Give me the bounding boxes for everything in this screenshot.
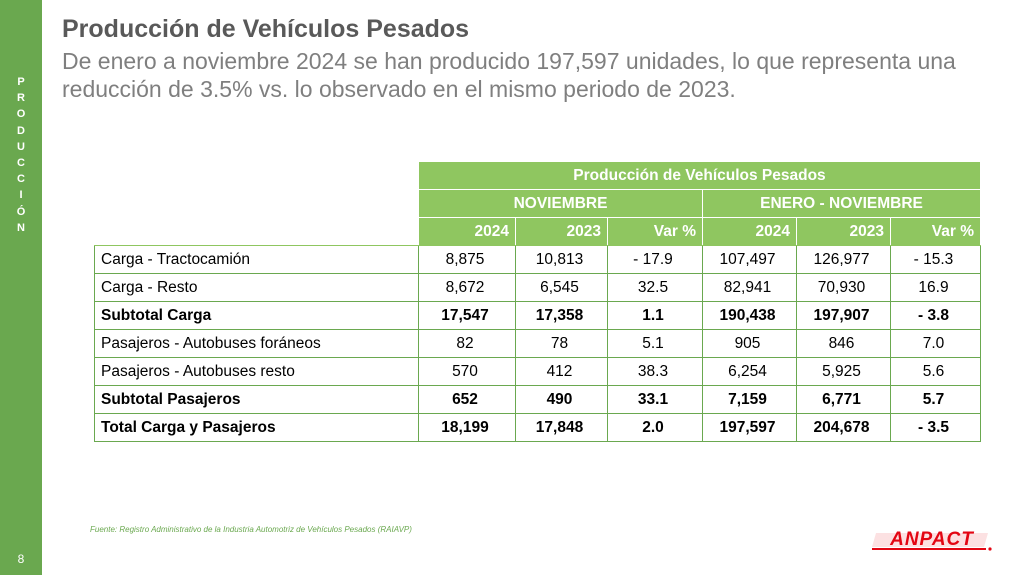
page-title: Producción de Vehículos Pesados xyxy=(62,15,470,43)
logo-text: ANPACT xyxy=(889,529,974,550)
section-label-letter: D xyxy=(17,124,25,137)
table-cell: 17,848 xyxy=(515,413,608,442)
group-header-noviembre: NOVIEMBRE xyxy=(418,189,703,218)
table-cell: 6,545 xyxy=(515,273,608,302)
section-label-letter: C xyxy=(17,173,25,186)
blank-header-cell xyxy=(94,161,419,190)
table-row: Subtotal Carga 17,547 17,358 1.1 190,438… xyxy=(94,301,981,330)
table-cell: 905 xyxy=(702,329,797,358)
row-label: Pasajeros - Autobuses foráneos xyxy=(94,329,419,358)
table-group-row: NOVIEMBRE ENERO - NOVIEMBRE xyxy=(94,189,981,218)
group-header-enero-noviembre: ENERO - NOVIEMBRE xyxy=(702,189,981,218)
column-header: 2024 xyxy=(418,217,516,246)
table-cell: 33.1 xyxy=(607,385,703,414)
sidebar: P R O D U C C I Ó N 8 xyxy=(0,0,42,575)
table-cell: 652 xyxy=(418,385,516,414)
blank-header-cell xyxy=(94,217,419,246)
column-header: 2024 xyxy=(702,217,797,246)
section-label-letter: N xyxy=(17,221,25,234)
table-cell: 6,254 xyxy=(702,357,797,386)
table-title: Producción de Vehículos Pesados xyxy=(418,161,981,190)
section-label-letter: I xyxy=(19,189,23,202)
section-label-letter: O xyxy=(16,108,26,121)
table-row: Total Carga y Pasajeros 18,199 17,848 2.… xyxy=(94,413,981,442)
row-label: Pasajeros - Autobuses resto xyxy=(94,357,419,386)
table-cell: 1.1 xyxy=(607,301,703,330)
page-subtitle: De enero a noviembre 2024 se han produci… xyxy=(62,48,956,102)
column-header: 2023 xyxy=(796,217,891,246)
table-cell: 32.5 xyxy=(607,273,703,302)
table-cell: 17,547 xyxy=(418,301,516,330)
row-label: Subtotal Pasajeros xyxy=(94,385,419,414)
production-table: Producción de Vehículos Pesados NOVIEMBR… xyxy=(94,161,981,442)
column-header: Var % xyxy=(890,217,981,246)
section-label-letter: P xyxy=(17,76,25,88)
table-cell: 82,941 xyxy=(702,273,797,302)
table-cell: 570 xyxy=(418,357,516,386)
table-row: Pasajeros - Autobuses resto 570 412 38.3… xyxy=(94,357,981,386)
table-column-row: 2024 2023 Var % 2024 2023 Var % xyxy=(94,217,981,246)
table-cell: 6,771 xyxy=(796,385,891,414)
table-cell: 5.1 xyxy=(607,329,703,358)
table-cell: 412 xyxy=(515,357,608,386)
table-cell: 490 xyxy=(515,385,608,414)
table-row: Pasajeros - Autobuses foráneos 82 78 5.1… xyxy=(94,329,981,358)
table-cell: - 3.5 xyxy=(890,413,981,442)
section-label-letter: C xyxy=(17,156,25,169)
table-cell: 16.9 xyxy=(890,273,981,302)
table-cell: 7,159 xyxy=(702,385,797,414)
table-cell: 8,875 xyxy=(418,245,516,274)
table-cell: 18,199 xyxy=(418,413,516,442)
column-header: 2023 xyxy=(515,217,608,246)
table-cell: 2.0 xyxy=(607,413,703,442)
table-cell: 190,438 xyxy=(702,301,797,330)
row-label: Carga - Tractocamión xyxy=(94,245,419,274)
row-label: Subtotal Carga xyxy=(94,301,419,330)
table-cell: - 15.3 xyxy=(890,245,981,274)
section-label-letter: Ó xyxy=(16,205,26,218)
table-cell: 70,930 xyxy=(796,273,891,302)
section-label-letter: R xyxy=(17,92,25,105)
source-note: Fuente: Registro Administrativo de la In… xyxy=(90,525,412,534)
table-cell: 17,358 xyxy=(515,301,608,330)
table-cell: 197,597 xyxy=(702,413,797,442)
section-label: P R O D U C C I Ó N xyxy=(0,74,42,236)
anpact-logo: ANPACT xyxy=(872,529,992,551)
table-row: Carga - Resto 8,672 6,545 32.5 82,941 70… xyxy=(94,273,981,302)
blank-header-cell xyxy=(94,189,419,218)
table-cell: - 3.8 xyxy=(890,301,981,330)
table-cell: 10,813 xyxy=(515,245,608,274)
table-cell: 78 xyxy=(515,329,608,358)
table-cell: 7.0 xyxy=(890,329,981,358)
table-row: Subtotal Pasajeros 652 490 33.1 7,159 6,… xyxy=(94,385,981,414)
section-label-letter: U xyxy=(17,140,25,153)
table-cell: 82 xyxy=(418,329,516,358)
table-cell: 846 xyxy=(796,329,891,358)
page-number: 8 xyxy=(17,552,25,566)
table-cell: 107,497 xyxy=(702,245,797,274)
table-title-row: Producción de Vehículos Pesados xyxy=(94,161,981,190)
table-cell: 197,907 xyxy=(796,301,891,330)
column-header: Var % xyxy=(607,217,703,246)
table-cell: 5.6 xyxy=(890,357,981,386)
table-cell: 204,678 xyxy=(796,413,891,442)
table-cell: - 17.9 xyxy=(607,245,703,274)
table-cell: 38.3 xyxy=(607,357,703,386)
row-label: Total Carga y Pasajeros xyxy=(94,413,419,442)
table-cell: 5.7 xyxy=(890,385,981,414)
table-row: Carga - Tractocamión 8,875 10,813 - 17.9… xyxy=(94,245,981,274)
table-cell: 126,977 xyxy=(796,245,891,274)
row-label: Carga - Resto xyxy=(94,273,419,302)
table-cell: 5,925 xyxy=(796,357,891,386)
table-cell: 8,672 xyxy=(418,273,516,302)
